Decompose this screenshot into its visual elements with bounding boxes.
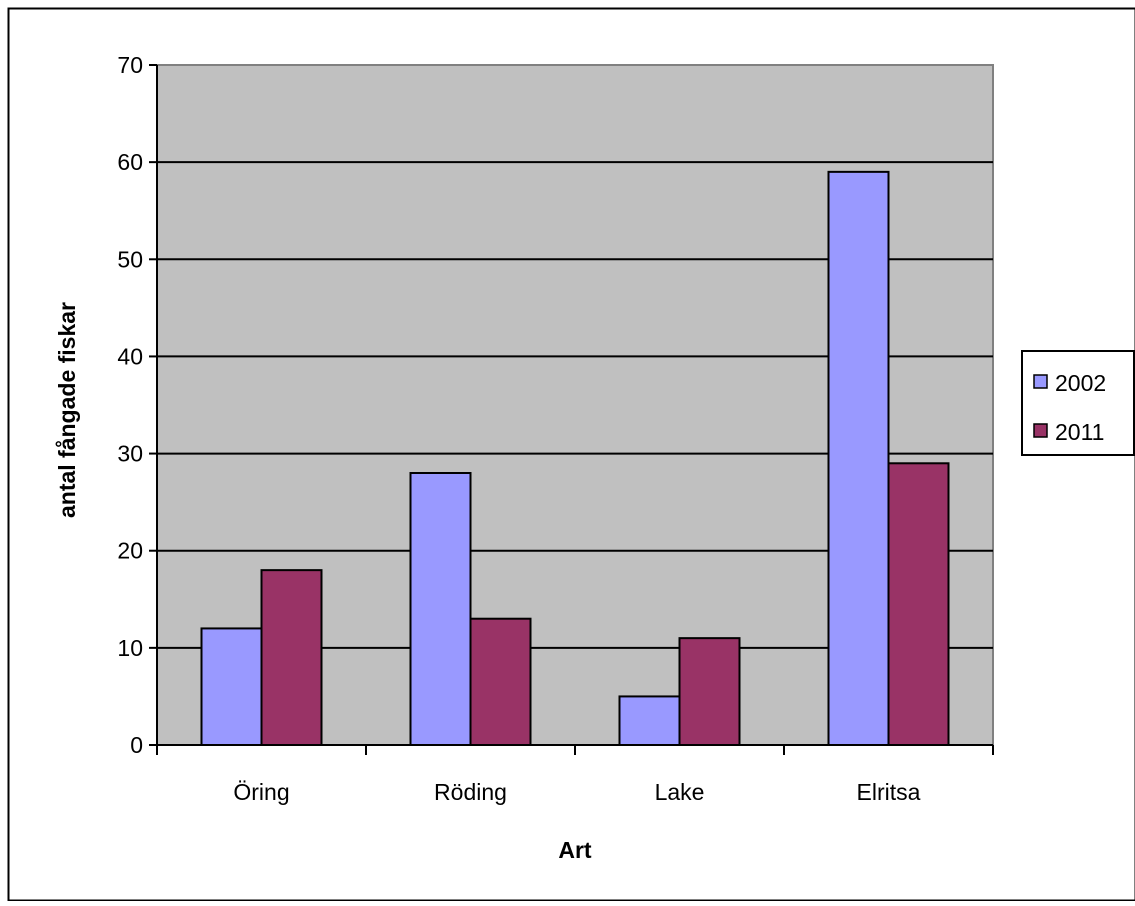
bar-2011-Elritsa xyxy=(889,463,949,745)
bar-2002-Öring xyxy=(202,628,262,745)
x-axis-title: Art xyxy=(558,837,592,863)
x-tick-label-Röding: Röding xyxy=(434,779,507,805)
bar-2002-Röding xyxy=(411,473,471,745)
y-tick-label-20: 20 xyxy=(117,538,143,564)
legend: 2002 2011 xyxy=(1022,351,1134,455)
legend-label-2002: 2002 xyxy=(1055,370,1106,396)
x-tick-label-Elritsa: Elritsa xyxy=(857,779,921,805)
legend-label-2011: 2011 xyxy=(1055,419,1104,445)
bar-2002-Elritsa xyxy=(829,172,889,745)
y-tick-label-50: 50 xyxy=(117,246,143,272)
bar-2011-Lake xyxy=(680,638,740,745)
x-tick-label-Lake: Lake xyxy=(655,779,705,805)
y-axis-title: antal fångade fiskar xyxy=(54,302,80,518)
x-tick-label-Öring: Öring xyxy=(233,779,289,805)
y-tick-label-10: 10 xyxy=(117,635,143,661)
y-tick-label-60: 60 xyxy=(117,149,143,175)
bar-2002-Lake xyxy=(620,696,680,745)
y-tick-label-30: 30 xyxy=(117,441,143,467)
y-tick-label-40: 40 xyxy=(117,343,143,369)
legend-swatch-2011 xyxy=(1034,424,1047,437)
bar-2011-Röding xyxy=(471,619,531,745)
y-tick-label-70: 70 xyxy=(117,52,143,78)
y-tick-label-0: 0 xyxy=(130,732,143,758)
bar-2011-Öring xyxy=(262,570,322,745)
legend-swatch-2002 xyxy=(1034,375,1047,388)
